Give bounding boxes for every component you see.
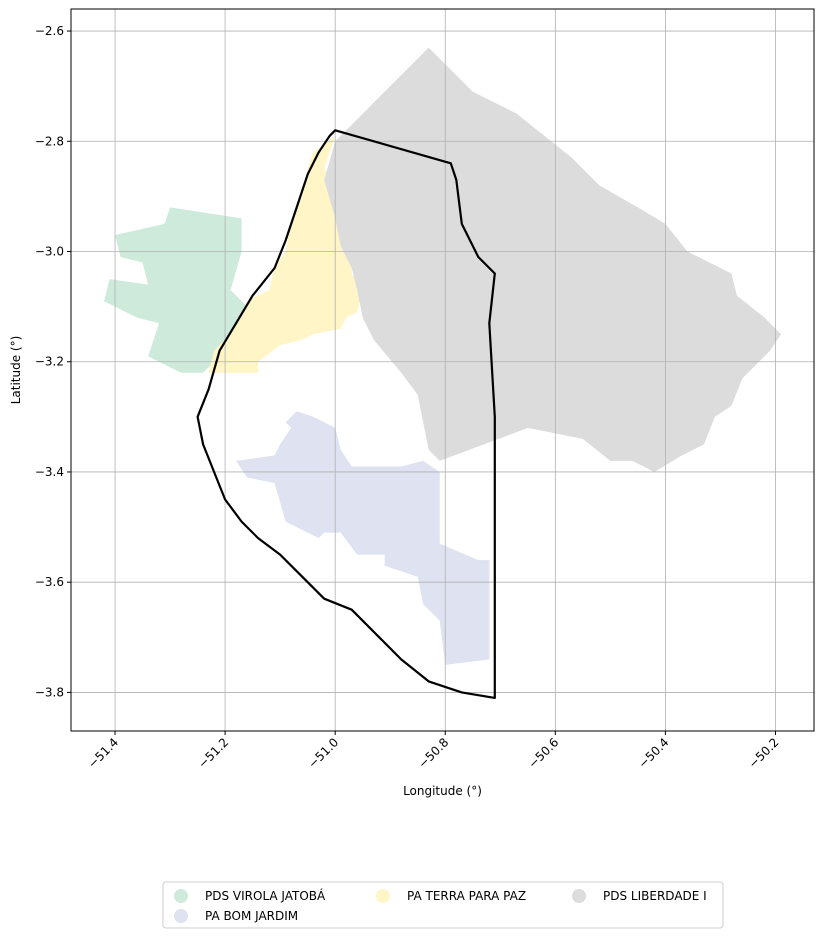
legend-label-pds-virola-jatoba: PDS VIROLA JATOBÁ bbox=[205, 888, 326, 903]
region-pa-bom-jardim bbox=[236, 411, 490, 665]
y-tick-label: −2.8 bbox=[35, 134, 64, 148]
region-pds-liberdade-i bbox=[324, 47, 781, 472]
plot-area bbox=[70, 8, 815, 732]
x-axis-label: Longitude (°) bbox=[403, 784, 482, 798]
region-pds-virola-jatoba bbox=[104, 207, 264, 373]
y-tick-label: −3.0 bbox=[35, 245, 64, 259]
y-tick-label: −3.4 bbox=[35, 465, 64, 479]
legend-marker-pds-liberdade-i bbox=[572, 889, 586, 903]
grid-layer bbox=[71, 9, 814, 731]
y-tick-label: −3.6 bbox=[35, 575, 64, 589]
legend-label-pa-bom-jardim: PA BOM JARDIM bbox=[205, 909, 298, 923]
y-tick-label: −2.6 bbox=[35, 24, 64, 38]
legend-marker-pa-bom-jardim bbox=[174, 909, 188, 923]
municipality-outline bbox=[196, 129, 496, 700]
y-axis-label: Latitude (°) bbox=[9, 336, 23, 405]
regions-layer bbox=[104, 47, 781, 665]
legend-label-pa-terra-para-paz: PA TERRA PARA PAZ bbox=[407, 889, 526, 903]
legend-marker-pa-terra-para-paz bbox=[376, 889, 390, 903]
region-pa-terra-para-paz bbox=[208, 135, 363, 373]
legend-label-pds-liberdade-i: PDS LIBERDADE I bbox=[603, 889, 707, 903]
legend: PDS VIROLA JATOBÁ PA BOM JARDIM PA TERRA P… bbox=[162, 881, 724, 929]
legend-marker-pds-virola-jatoba bbox=[174, 889, 188, 903]
axes-frame bbox=[70, 8, 815, 732]
municipality-outline-layer bbox=[196, 129, 496, 700]
y-tick-label: −3.8 bbox=[35, 685, 64, 699]
y-axis-ticks: −2.6 −2.8 −3.0 −3.2 −3.4 −3.6 −3.8 bbox=[35, 24, 71, 699]
y-tick-label: −3.2 bbox=[35, 355, 64, 369]
